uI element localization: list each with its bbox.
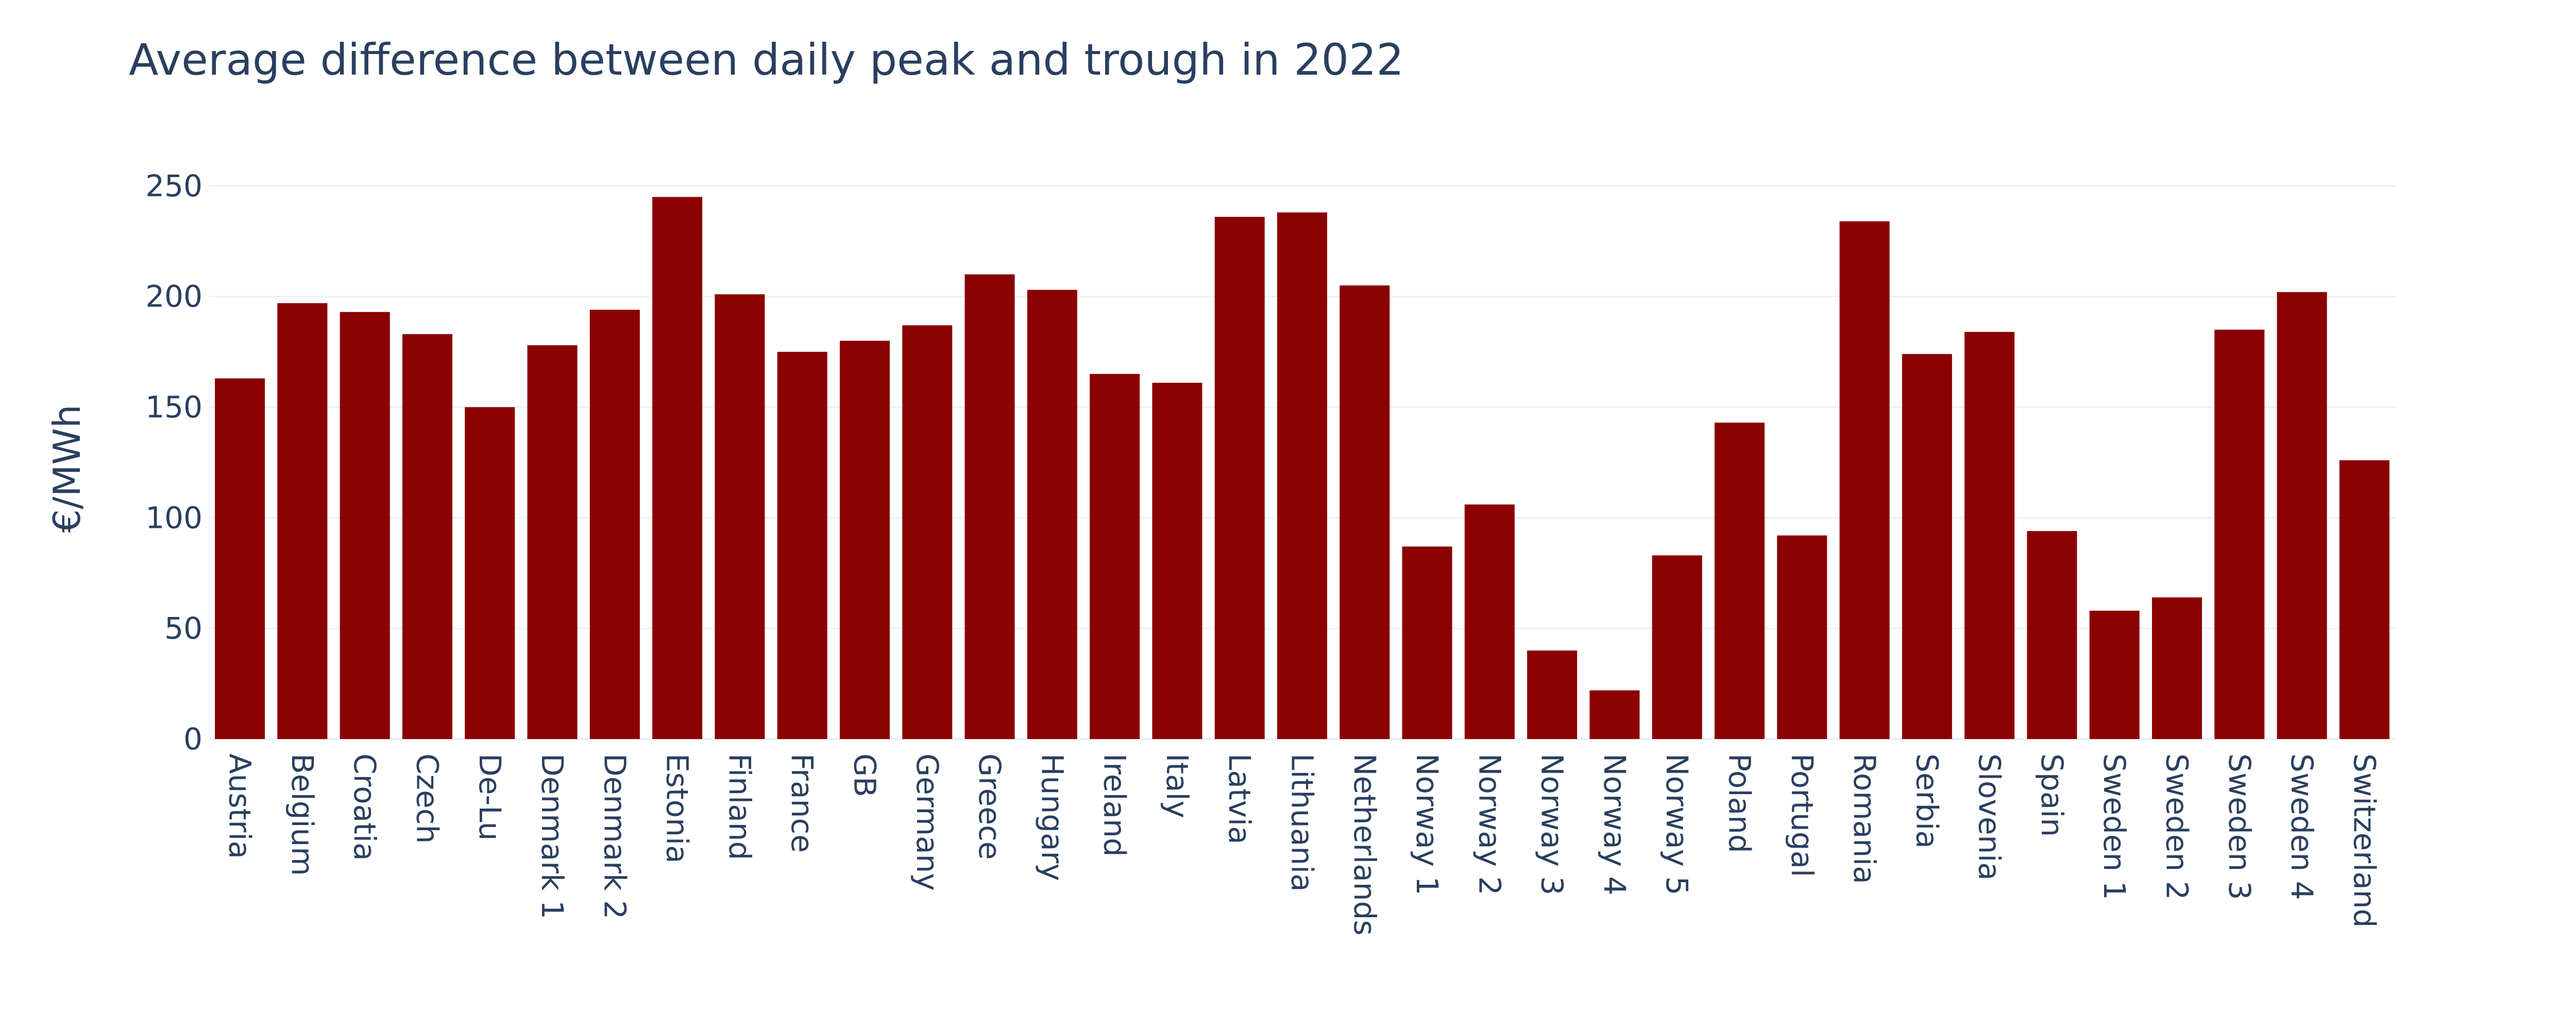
x-tick-label: GB xyxy=(848,753,883,797)
x-tick-label: Sweden 1 xyxy=(2097,753,2132,900)
bar xyxy=(277,303,328,739)
bar xyxy=(902,325,953,739)
x-tick-label: Sweden 3 xyxy=(2222,753,2257,900)
x-tick-label: Croatia xyxy=(347,753,382,861)
bar xyxy=(2339,460,2389,739)
bar xyxy=(1277,212,1328,740)
x-tick-label: Czech xyxy=(410,753,445,844)
x-tick-label: Norway 2 xyxy=(1472,753,1507,895)
x-tick-label: Spain xyxy=(2035,753,2070,837)
bar xyxy=(1777,535,1827,739)
x-tick-label: Norway 5 xyxy=(1659,753,1694,895)
bar xyxy=(2027,531,2077,739)
y-tick-label: 100 xyxy=(145,500,202,535)
x-tick-label: Austria xyxy=(223,753,258,859)
bar xyxy=(402,334,453,739)
bar xyxy=(1214,217,1265,739)
bar xyxy=(777,352,827,739)
bar xyxy=(964,274,1015,739)
x-tick-label: Sweden 4 xyxy=(2284,753,2319,900)
bar xyxy=(652,197,703,739)
bar xyxy=(527,345,578,739)
x-tick-label: Norway 3 xyxy=(1535,753,1570,895)
x-tick-label: De-Lu xyxy=(472,753,507,840)
x-tick-label: Romania xyxy=(1847,753,1882,884)
bar xyxy=(2277,292,2327,739)
bar xyxy=(1589,690,1640,739)
x-tick-label: Netherlands xyxy=(1347,753,1382,936)
x-tick-label: Ireland xyxy=(1097,753,1132,857)
bar xyxy=(1714,422,1765,739)
bar xyxy=(1902,354,1952,739)
bar xyxy=(2214,330,2265,739)
bar xyxy=(1340,285,1390,739)
x-tick-label: Switzerland xyxy=(2347,753,2382,928)
x-tick-label: Portugal xyxy=(1785,753,1820,877)
x-tick-label: Latvia xyxy=(1222,753,1257,845)
x-tick-label: Poland xyxy=(1722,753,1757,853)
x-tick-label: Slovenia xyxy=(1972,753,2007,881)
y-tick-label: 0 xyxy=(183,722,202,757)
bar xyxy=(589,310,640,739)
bar xyxy=(215,378,265,739)
bar xyxy=(1839,221,1890,740)
bar xyxy=(1964,332,2015,739)
y-tick-label: 50 xyxy=(164,611,202,646)
x-tick-label: Germany xyxy=(910,753,945,891)
x-tick-label: Italy xyxy=(1160,753,1195,818)
chart-title: Average difference between daily peak an… xyxy=(129,35,1404,85)
bar xyxy=(1090,374,1140,739)
bar xyxy=(715,294,765,739)
bar xyxy=(465,407,515,739)
bar xyxy=(1402,546,1452,739)
bar xyxy=(1464,504,1515,739)
x-tick-label: Serbia xyxy=(1909,753,1944,849)
bar xyxy=(1652,555,1702,739)
y-axis-ticks: 0 50 100 150 200 250 xyxy=(145,168,202,757)
y-tick-label: 150 xyxy=(145,390,202,425)
bar-series xyxy=(215,197,2389,740)
x-tick-label: Greece xyxy=(972,753,1007,860)
x-tick-label: Estonia xyxy=(660,753,695,864)
bar xyxy=(1527,650,1578,739)
x-tick-label: Norway 1 xyxy=(1410,753,1445,895)
x-tick-label: Denmark 1 xyxy=(535,753,570,919)
x-tick-label: France xyxy=(785,753,820,853)
y-axis-title: €/MWh xyxy=(45,404,89,533)
bar xyxy=(2089,610,2140,739)
x-tick-label: Norway 4 xyxy=(1597,753,1632,895)
bar xyxy=(839,340,890,739)
x-tick-label: Belgium xyxy=(285,753,320,876)
x-tick-label: Denmark 2 xyxy=(597,753,632,919)
x-axis-ticks: Austria Belgium Croatia Czech De-Lu Denmark 1… xyxy=(223,753,2382,936)
bar xyxy=(2151,597,2202,739)
x-tick-label: Hungary xyxy=(1035,753,1070,881)
bar xyxy=(340,312,390,739)
bar xyxy=(1027,289,1077,739)
y-tick-label: 250 xyxy=(145,168,202,203)
x-tick-label: Sweden 2 xyxy=(2160,753,2195,900)
bar xyxy=(1152,383,1202,739)
x-tick-label: Lithuania xyxy=(1285,753,1320,892)
x-tick-label: Finland xyxy=(722,753,757,860)
y-tick-label: 200 xyxy=(145,279,202,314)
